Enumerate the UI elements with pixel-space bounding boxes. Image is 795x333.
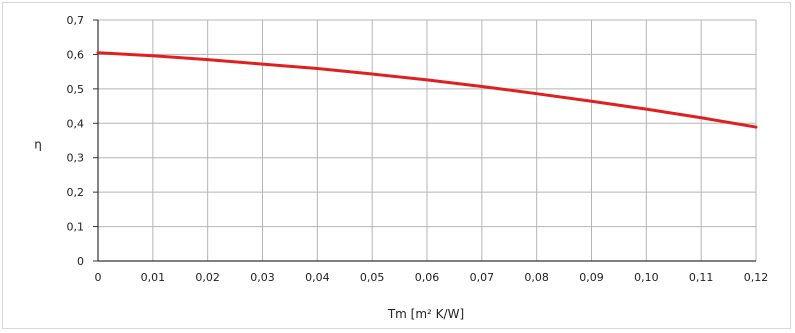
x-tick-label: 0,09 [579,271,604,284]
y-tick-label: 0,5 [67,83,85,96]
y-tick-label: 0,4 [67,117,85,130]
x-tick-label: 0,10 [634,271,659,284]
x-tick-label: 0,04 [305,271,330,284]
x-tick-label: 0,06 [415,271,440,284]
y-tick-label: 0,2 [67,186,85,199]
chart-frame [2,2,791,329]
x-tick-label: 0,01 [141,271,166,284]
x-tick-label: 0 [95,271,102,284]
x-tick-label: 0,02 [195,271,220,284]
x-tick-label: 0,12 [744,271,769,284]
y-tick-label: 0 [77,255,84,268]
y-tick-label: 0,7 [67,14,85,27]
x-tick-label: 0,07 [470,271,495,284]
y-axis-title: η [34,138,42,152]
x-axis-title: Tm [m² K/W] [387,307,464,321]
grid [98,19,757,261]
y-tick-label: 0,6 [67,48,85,61]
x-tick-label: 0,03 [250,271,275,284]
x-tick-label: 0,05 [360,271,385,284]
y-tick-label: 0,1 [67,221,85,234]
x-tick-label: 0,08 [524,271,549,284]
axes [93,19,756,262]
tick-labels: 0 0,01 0,02 0,03 0,04 0,05 0,06 0,07 0,08 0,09 0,1… [67,14,769,284]
y-tick-label: 0,3 [67,152,85,165]
series [96,51,758,129]
efficiency-series-line [96,51,758,129]
x-tick-label: 0,11 [689,271,714,284]
